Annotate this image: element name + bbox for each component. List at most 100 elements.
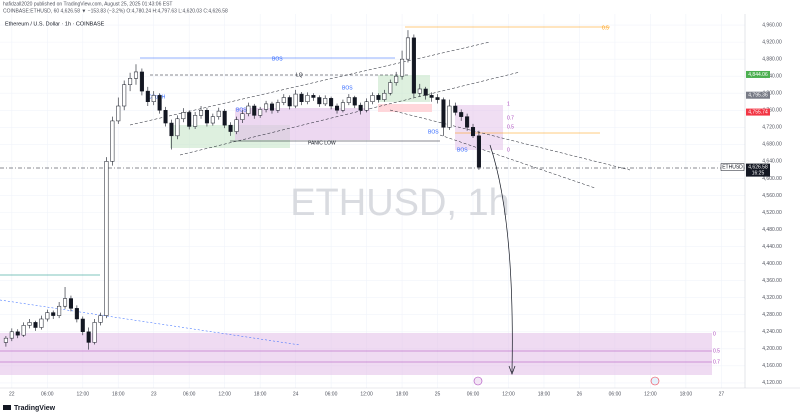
- arrow-head: [508, 365, 516, 375]
- candle-body: [139, 71, 144, 92]
- price-label: 4,844.06: [748, 72, 768, 78]
- red-box: [378, 104, 432, 112]
- price-label-bg: [746, 108, 770, 116]
- price-label-bg: [746, 91, 770, 99]
- candle-body: [216, 110, 221, 117]
- candle-body: [346, 97, 351, 103]
- trend-line: [0, 299, 301, 346]
- candle-body: [187, 112, 192, 127]
- candle-body: [104, 161, 109, 316]
- candle-body: [175, 118, 180, 137]
- candle-body: [63, 298, 68, 307]
- candle-body: [74, 308, 79, 320]
- candle-body: [163, 110, 168, 124]
- candle-body: [340, 102, 345, 111]
- candle-body: [252, 105, 257, 116]
- event-icon[interactable]: [473, 376, 483, 386]
- annotation: LQ: [296, 72, 303, 78]
- candle-body: [470, 127, 476, 137]
- candle-body: [405, 37, 411, 60]
- candle-body: [459, 112, 464, 117]
- candle-body: [39, 318, 44, 328]
- purple-box: [235, 108, 370, 140]
- candle-body: [240, 113, 245, 120]
- price-label-bg: [746, 70, 770, 78]
- y-tick-label: 4,640.00: [762, 159, 782, 165]
- projection-arrow: [489, 144, 513, 373]
- candle-body: [151, 95, 156, 102]
- y-tick-label: 4,760.00: [762, 108, 782, 114]
- candle-body: [68, 298, 73, 309]
- candle-body: [9, 331, 14, 339]
- zone-label: 0.7: [713, 359, 720, 365]
- brand-logo: [3, 405, 11, 410]
- candle-body: [429, 95, 434, 98]
- candle-body: [305, 95, 310, 102]
- y-tick-label: 4,280.00: [762, 312, 782, 318]
- candle-body: [476, 135, 481, 168]
- x-tick-label: 12:00: [360, 391, 373, 397]
- x-tick-label: 12:00: [644, 391, 657, 397]
- x-tick-label: 27: [719, 391, 725, 397]
- x-tick-label: 23: [151, 391, 157, 397]
- y-tick-label: 4,960.00: [762, 22, 782, 28]
- candle-body: [435, 97, 440, 100]
- channel-line: [389, 109, 631, 171]
- x-tick-label: 18:00: [396, 391, 409, 397]
- annotation: BOS: [428, 129, 439, 135]
- last-price-bg: [746, 163, 770, 177]
- candle-body: [169, 122, 174, 137]
- fib-label: 0: [507, 147, 510, 153]
- candle-body: [376, 95, 381, 100]
- candle-body: [417, 88, 422, 94]
- x-tick-label: 18:00: [112, 391, 125, 397]
- y-tick-label: 4,240.00: [762, 329, 782, 335]
- annotation: CHoCH: [148, 94, 166, 100]
- y-tick-label: 4,560.00: [762, 193, 782, 199]
- symbol-line: COINBASE:ETHUSD, 60 4,626.58 ▼ −153.83 (…: [3, 8, 228, 14]
- x-tick-label: 06:00: [609, 391, 622, 397]
- candle-body: [199, 110, 204, 116]
- chart-title: Ethereum / U.S. Dollar · 1h · COINBASE: [5, 21, 105, 27]
- brand: TradingView: [14, 405, 56, 412]
- fib-label: 0.7: [507, 115, 514, 121]
- candle-body: [293, 93, 298, 107]
- fib-label: 0.5: [602, 25, 609, 31]
- y-tick-label: 4,120.00: [762, 380, 782, 386]
- candle-body: [3, 337, 8, 343]
- annotation: PANIC LOW: [308, 140, 336, 146]
- candle-body: [33, 322, 38, 328]
- candle-body: [281, 97, 286, 103]
- published: hafidzall2020 published on TradingView.c…: [3, 1, 172, 7]
- candle-body: [210, 116, 215, 124]
- y-tick-label: 4,600.00: [762, 176, 782, 182]
- y-tick-label: 4,360.00: [762, 278, 782, 284]
- candle-body: [157, 95, 162, 111]
- x-tick-label: 12:00: [502, 391, 515, 397]
- x-tick-label: 12:00: [77, 391, 90, 397]
- x-tick-label: 25: [435, 391, 441, 397]
- candle-body: [329, 98, 334, 107]
- y-tick-label: 4,720.00: [762, 125, 782, 131]
- candle-body: [51, 312, 56, 316]
- event-icon[interactable]: [650, 376, 660, 386]
- candle-body: [122, 84, 127, 107]
- zone-label: 0.5: [713, 348, 720, 354]
- x-tick-label: 12:00: [218, 391, 231, 397]
- candle-body: [246, 105, 251, 114]
- candle-body: [193, 115, 198, 127]
- x-tick-label: 06:00: [325, 391, 338, 397]
- candle-body: [234, 119, 239, 132]
- candle-body: [80, 318, 85, 333]
- candle-body: [388, 82, 393, 94]
- y-tick-label: 4,920.00: [762, 39, 782, 45]
- candle-body: [358, 104, 363, 111]
- annotation: BOS: [272, 56, 283, 62]
- candle-body: [133, 71, 139, 79]
- candle-body: [441, 99, 446, 128]
- candle-body: [258, 109, 263, 116]
- candle-body: [394, 75, 399, 83]
- x-tick-label: 06:00: [41, 391, 54, 397]
- x-tick-label: 24: [293, 391, 299, 397]
- candle-body: [110, 120, 115, 162]
